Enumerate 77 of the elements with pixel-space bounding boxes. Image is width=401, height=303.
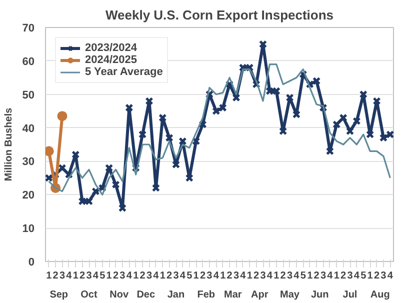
legend-label: 2024/2025 bbox=[85, 54, 137, 66]
x-tick-label: 4 bbox=[153, 270, 160, 282]
x-tick-label: 3 bbox=[286, 270, 293, 282]
x-tick-label: 2 bbox=[112, 270, 119, 282]
x-tick-label: 3 bbox=[173, 270, 180, 282]
x-tick-label: 2 bbox=[80, 270, 86, 282]
text: Dec bbox=[136, 290, 156, 300]
x-tick-label: 4 bbox=[240, 270, 246, 282]
text: Aug bbox=[370, 290, 390, 300]
x-tick-label: 3 bbox=[320, 270, 326, 282]
y-tick-label: 40 bbox=[22, 122, 35, 135]
x-tick-label: 1 bbox=[193, 270, 200, 282]
x-tick-label: 2 bbox=[280, 270, 286, 282]
x-tick-label: 3 bbox=[233, 270, 240, 282]
text: Mar bbox=[224, 290, 242, 300]
text: Feb bbox=[197, 290, 216, 300]
x-tick-label: 5 bbox=[186, 270, 193, 282]
x-tick-label: 4 bbox=[354, 270, 360, 282]
text: Nov bbox=[110, 290, 129, 300]
x-tick-label: 4 bbox=[327, 270, 334, 282]
x-tick-label: 3 bbox=[206, 270, 213, 282]
x-tick-label: 4 bbox=[126, 270, 132, 282]
x-tick-label: 1 bbox=[220, 270, 226, 282]
x-tick-label: 2 bbox=[166, 270, 173, 282]
x-tick-label: 5 bbox=[100, 270, 106, 282]
y-tick-label: 70 bbox=[22, 22, 35, 34]
x-tick-label: 1 bbox=[160, 270, 166, 282]
x-tick-label: 4 bbox=[213, 270, 220, 282]
x-tick-label: 2 bbox=[200, 270, 206, 282]
x-tick-label: 2 bbox=[314, 270, 320, 282]
x-tick-label: 2 bbox=[140, 270, 146, 282]
x-tick-label: 3 bbox=[59, 270, 66, 282]
x-tick-label: 4 bbox=[266, 270, 273, 282]
x-tick-label: 1 bbox=[367, 270, 374, 282]
x-tick-label: 2 bbox=[340, 270, 347, 282]
text: Apr bbox=[251, 290, 268, 300]
x-tick-label: 1 bbox=[274, 270, 280, 282]
x-tick-label: 4 bbox=[66, 270, 72, 282]
x-tick-label: 4 bbox=[294, 270, 300, 282]
y-tick-label: 30 bbox=[22, 156, 35, 168]
y-tick-label: 0 bbox=[28, 256, 35, 268]
x-tick-label: 1 bbox=[133, 270, 140, 282]
x-tick-label: 3 bbox=[347, 270, 354, 282]
text: Jan bbox=[167, 290, 185, 300]
x-tick-label: 1 bbox=[307, 270, 314, 282]
x-tick-label: 2 bbox=[374, 270, 380, 282]
x-tick-label: 5 bbox=[300, 270, 306, 282]
text: Jun bbox=[310, 290, 329, 300]
x-tick-label: 2 bbox=[52, 270, 59, 282]
x-tick-label: 1 bbox=[72, 270, 79, 282]
x-tick-label: 1 bbox=[106, 270, 112, 282]
x-tick-label: 3 bbox=[86, 270, 92, 282]
x-tick-label: 2 bbox=[254, 270, 260, 282]
y-tick-label: 50 bbox=[22, 89, 35, 102]
text: Jul bbox=[342, 290, 358, 300]
legend-label: 5 Year Average bbox=[85, 66, 163, 78]
x-tick-label: 2 bbox=[226, 270, 233, 282]
x-tick-label: 5 bbox=[360, 270, 367, 282]
x-tick-label: 3 bbox=[120, 270, 126, 282]
text: May bbox=[280, 290, 300, 300]
x-tick-label: 4 bbox=[92, 270, 99, 282]
x-tick-label: 1 bbox=[246, 270, 253, 282]
x-tick-label: 3 bbox=[146, 270, 152, 282]
chart-title: Weekly U.S. Corn Export Inspections bbox=[105, 8, 334, 22]
text: Oct bbox=[80, 290, 98, 300]
x-tick-label: 4 bbox=[387, 270, 394, 282]
y-tick-label: 10 bbox=[22, 223, 35, 236]
x-tick-label: 4 bbox=[180, 270, 186, 282]
x-tick-label: 1 bbox=[46, 270, 52, 282]
x-tick-label: 1 bbox=[334, 270, 340, 282]
y-axis-title: Million Bushels bbox=[3, 107, 14, 182]
y-tick-label: 60 bbox=[22, 56, 35, 68]
text: Sep bbox=[50, 290, 68, 300]
legend-label: 2023/2024 bbox=[85, 42, 137, 54]
x-tick-label: 3 bbox=[380, 270, 387, 282]
x-tick-label: 3 bbox=[260, 270, 266, 282]
y-tick-label: 20 bbox=[22, 190, 35, 202]
